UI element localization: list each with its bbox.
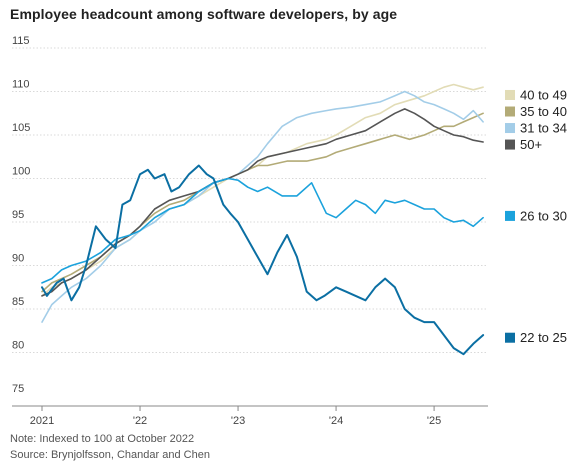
x-tick-label-'25: '25	[427, 415, 441, 427]
series-line-31-to-34	[41, 90, 484, 323]
legend-swatch-35-to-40	[505, 106, 515, 117]
x-tick-label-2021: 2021	[30, 415, 54, 427]
legend-label-26-to-30: 26 to 30	[520, 208, 567, 223]
y-tick-label-75: 75	[12, 383, 24, 395]
legend-swatch-50plus	[505, 139, 515, 150]
y-tick-label-115: 115	[12, 35, 30, 47]
y-axis-tick-labels: 75 80 85 90 95 100 105 110 115	[12, 35, 30, 395]
legend-label-40-to-49: 40 to 49	[520, 87, 567, 102]
x-tick-label-'24: '24	[329, 415, 343, 427]
y-tick-label-95: 95	[12, 209, 24, 221]
y-tick-label-90: 90	[12, 253, 24, 265]
legend-swatch-31-to-34	[505, 123, 515, 134]
series-lines	[41, 83, 485, 356]
series-line-26-to-30	[41, 177, 484, 284]
legend-label-31-to-34: 31 to 34	[520, 121, 567, 136]
chart-note: Note: Indexed to 100 at October 2022	[10, 433, 195, 445]
y-tick-label-105: 105	[12, 122, 30, 134]
y-tick-label-85: 85	[12, 296, 24, 308]
chart-title: Employee headcount among software develo…	[10, 6, 398, 22]
legend-label-50plus: 50+	[520, 137, 542, 152]
y-tick-label-80: 80	[12, 340, 24, 352]
x-tick-label-'22: '22	[133, 415, 147, 427]
legend-label-35-to-40: 35 to 40	[520, 104, 567, 119]
chart-source: Source: Brynjolfsson, Chandar and Chen	[10, 449, 210, 461]
x-tick-label-'23: '23	[231, 415, 245, 427]
legend-swatch-22-to-25	[505, 332, 515, 343]
y-tick-label-100: 100	[12, 166, 30, 178]
y-tick-label-110: 110	[12, 79, 30, 91]
legend-label-22-to-25: 22 to 25	[520, 330, 567, 345]
legend-swatch-26-to-30	[505, 210, 515, 221]
gridlines	[12, 47, 488, 353]
x-axis: 2021 '22 '23 '24 '25	[12, 405, 488, 427]
series-line-22-to-25	[41, 164, 485, 356]
legend-swatch-40-to-49	[505, 89, 515, 100]
